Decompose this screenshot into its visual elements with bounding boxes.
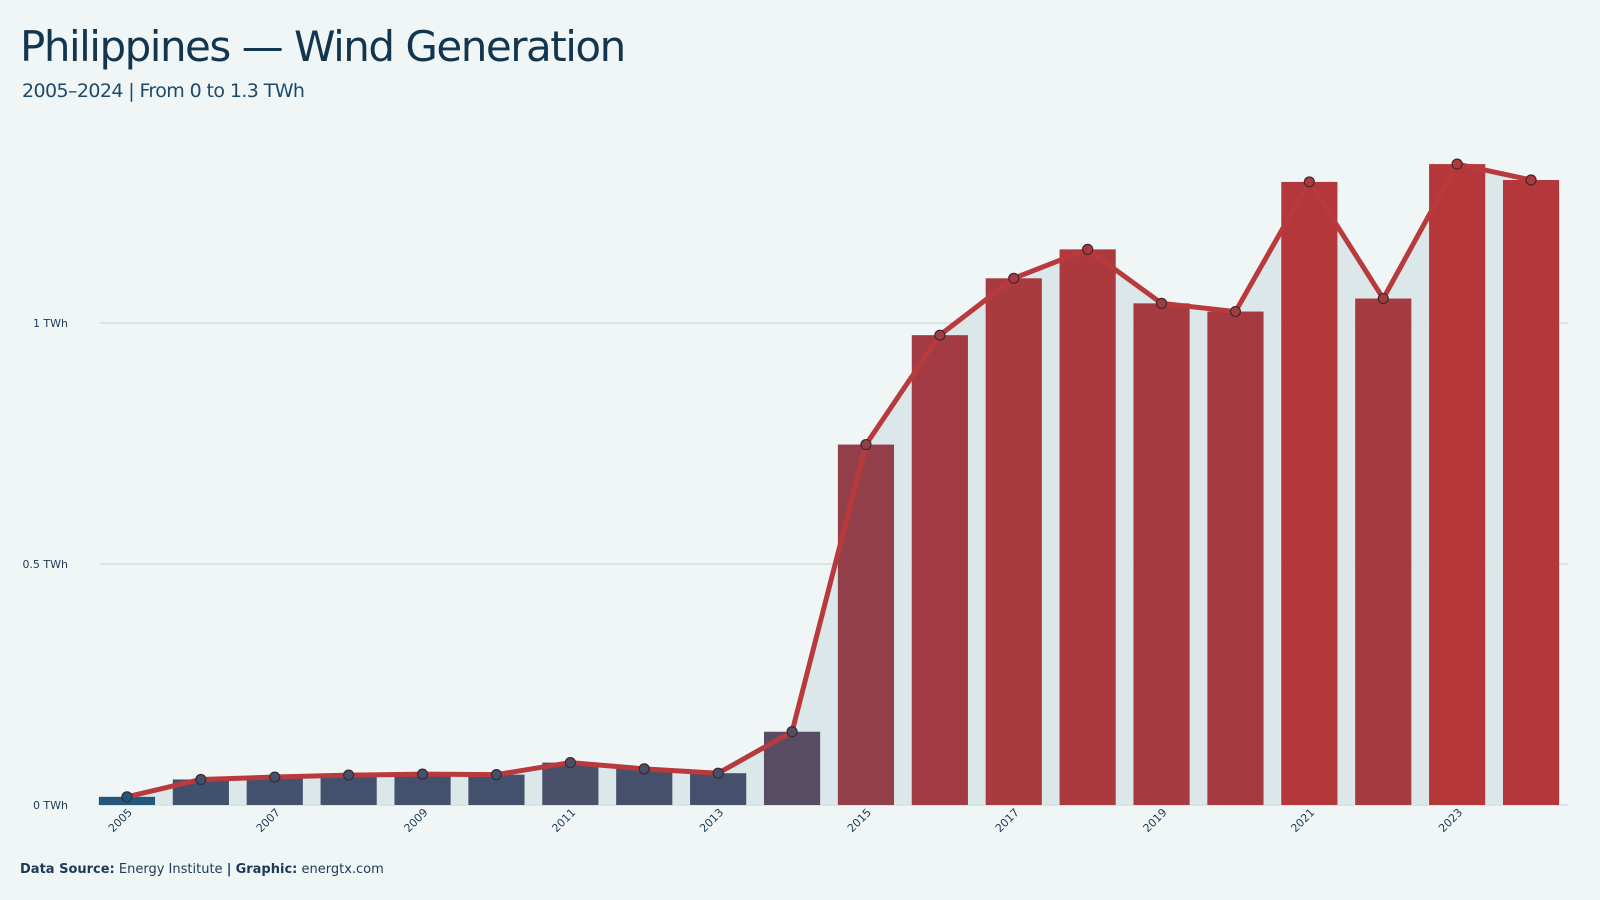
x-tick-label: 2017: [993, 806, 1022, 835]
bar-2021: [1281, 181, 1338, 805]
point-2005: [121, 791, 133, 803]
bar-2020: [1207, 311, 1264, 805]
point-2006: [195, 773, 207, 786]
bar-2011: [542, 762, 599, 805]
bar-2018: [1059, 249, 1116, 805]
point-2014: [786, 726, 798, 738]
x-tick-label: 2013: [697, 806, 726, 835]
point-2011: [564, 756, 576, 769]
point-2016: [934, 329, 946, 341]
x-tick-label: 2009: [402, 806, 431, 835]
bar-2024: [1502, 179, 1560, 805]
point-2015: [860, 438, 872, 451]
x-tick-label: 2005: [106, 806, 135, 835]
y-tick-label: 1 TWh: [33, 317, 68, 330]
x-tick-label: 2015: [845, 806, 874, 835]
x-tick-label: 2023: [1436, 806, 1465, 835]
point-2022: [1377, 292, 1389, 305]
graphic-credit: energtx.com: [301, 862, 384, 877]
point-2017: [1008, 272, 1020, 284]
bar-2016: [911, 335, 968, 805]
bar-2015: [837, 444, 895, 805]
data-source-label: Data Source:: [20, 862, 115, 877]
point-2009: [416, 768, 429, 780]
bar-2012: [616, 768, 673, 805]
point-2012: [638, 763, 650, 775]
x-tick-label: 2011: [549, 806, 578, 835]
data-source-value: Energy Institute: [118, 862, 223, 877]
y-tick-label: 0.5 TWh: [22, 558, 68, 571]
y-tick-label: 0 TWh: [33, 799, 68, 812]
point-2019: [1155, 297, 1168, 309]
bar-2023: [1429, 164, 1486, 805]
point-2018: [1082, 243, 1094, 255]
point-2021: [1303, 176, 1315, 188]
point-2013: [712, 767, 724, 779]
chart-subtitle: 2005–2024 | From 0 to 1.3 TWh: [22, 80, 305, 102]
series-line: [124, 161, 1534, 800]
bar-2019: [1133, 303, 1190, 805]
point-2008: [343, 769, 355, 781]
footer: Data Source: Energy Institute | Graphic:…: [20, 862, 384, 877]
point-2020: [1229, 305, 1242, 318]
chart-title: Philippines — Wind Generation: [20, 22, 626, 71]
x-tick-label: 2021: [1288, 806, 1317, 835]
bar-2022: [1355, 298, 1412, 805]
point-2010: [490, 769, 503, 781]
x-tick-label: 2019: [1141, 806, 1170, 835]
graphic-label: Graphic:: [235, 862, 298, 877]
footer-separator: |: [226, 862, 232, 877]
bar-2017: [985, 278, 1042, 805]
point-2024: [1525, 174, 1537, 186]
point-2007: [269, 771, 281, 783]
point-2023: [1451, 158, 1463, 170]
x-tick-label: 2007: [254, 806, 283, 835]
